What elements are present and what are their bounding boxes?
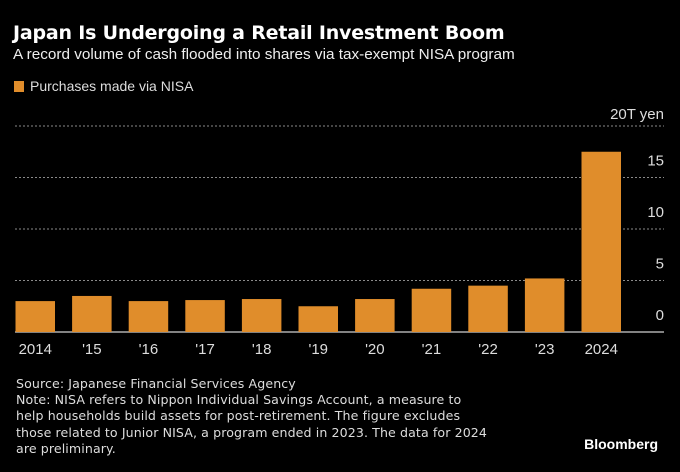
- bar: [128, 301, 169, 332]
- chart-subtitle: A record volume of cash flooded into sha…: [13, 46, 515, 63]
- source-note: Source: Japanese Financial Services Agen…: [16, 376, 296, 391]
- bar: [581, 151, 621, 332]
- bar: [411, 288, 452, 332]
- footer-notes: Source: Japanese Financial Services Agen…: [16, 376, 576, 457]
- bar: [15, 301, 55, 332]
- x-tick-label: '18: [252, 341, 272, 358]
- x-tick-label: '19: [308, 341, 328, 358]
- x-tick-label: '17: [195, 341, 215, 358]
- bar: [298, 306, 338, 332]
- bar: [241, 299, 282, 332]
- note-line: those related to Junior NISA, a program …: [16, 424, 488, 440]
- legend-swatch: [14, 80, 24, 92]
- chart-title: Japan Is Undergoing a Retail Investment …: [13, 22, 505, 44]
- x-tick-label: '15: [82, 341, 102, 358]
- y-tick-label: 0: [656, 307, 664, 324]
- bloomberg-logo: Bloomberg: [584, 436, 658, 452]
- x-tick-label: '16: [139, 341, 159, 358]
- x-tick-label: '20: [365, 341, 385, 358]
- bar: [524, 278, 565, 332]
- note-line: help households build assets for post-re…: [16, 408, 461, 424]
- bar-chart: 0 5 10 15 20T yen 2014 '15 '16 '17 '18 '19 '20 '21 '…: [15, 106, 664, 358]
- y-tick-label: 10: [647, 204, 664, 221]
- bar: [72, 295, 112, 332]
- bar: [468, 285, 508, 332]
- x-tick-label: '21: [422, 341, 442, 358]
- x-axis-ticks: 2014 '15 '16 '17 '18 '19 '20 '21 '22 '23 2024: [19, 341, 618, 358]
- y-tick-label: 15: [647, 153, 664, 170]
- legend: Purchases made via NISA: [14, 78, 193, 94]
- y-tick-label: 5: [656, 256, 664, 273]
- y-axis-ticks: 0 5 10 15 20T yen: [610, 106, 664, 324]
- note-line: Note: NISA refers to Nippon Individual S…: [16, 392, 462, 408]
- x-tick-label: '23: [535, 341, 555, 358]
- bar: [185, 300, 225, 332]
- x-tick-label: 2024: [585, 341, 618, 358]
- bar: [355, 299, 395, 332]
- y-tick-label: 20T yen: [610, 106, 664, 123]
- note-line: are preliminary.: [16, 440, 116, 456]
- legend-label: Purchases made via NISA: [30, 78, 194, 94]
- bars: [15, 151, 621, 332]
- x-tick-label: 2014: [19, 341, 52, 358]
- x-tick-label: '22: [478, 341, 498, 358]
- gridlines: [15, 125, 664, 333]
